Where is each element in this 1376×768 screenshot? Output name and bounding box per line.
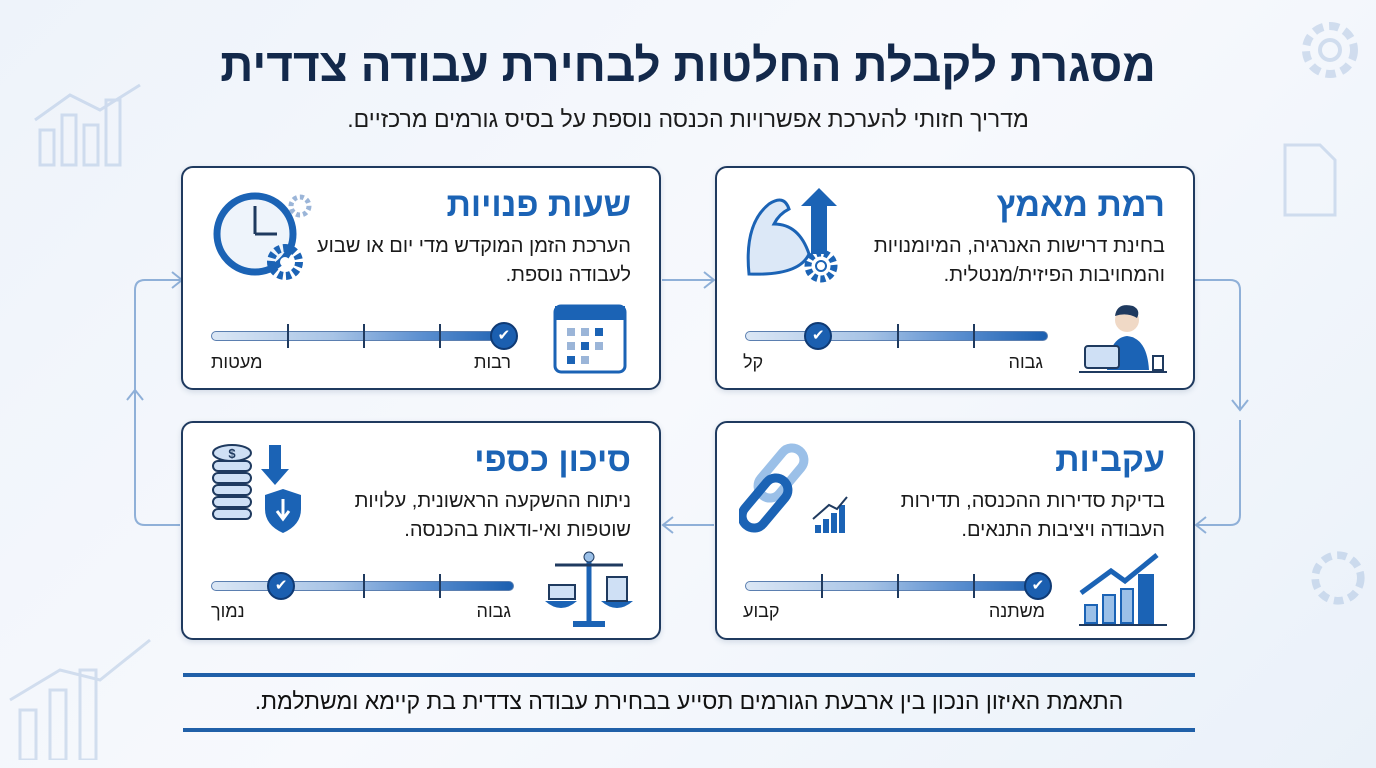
background-gear-icon: [1302, 22, 1358, 78]
footer-text: התאמת האיזון הנכון בין ארבעת הגורמים תסי…: [254, 688, 1124, 714]
card-effort-level: רמת מאמץ בחינת דרישות האנרגיה, המיומנויו…: [715, 166, 1195, 390]
coins-shield-icon: $: [212, 444, 301, 533]
scale-tick: [973, 324, 975, 348]
flexed-arm-gear-arrow-icon: [746, 188, 838, 283]
background-document-icon: [1283, 143, 1337, 217]
scale-label-right: משתנה: [988, 601, 1045, 621]
checkmark-marker-icon: ✔: [1023, 572, 1052, 600]
growth-chart-icon: [1079, 553, 1167, 626]
scale-tick: [363, 574, 365, 598]
calendar-icon: [553, 304, 627, 374]
scale-tick: [897, 574, 899, 598]
card-consistency: עקביות בדיקת סדירות ההכנסה, תדירות העבוד…: [715, 421, 1195, 640]
consistency-slider: ✔: [745, 572, 1052, 600]
card-financial-risk: סיכון כספי ניתוח ההשקעה הראשונית, עלויות…: [181, 421, 661, 640]
background-chart-icon: [34, 83, 141, 167]
card-description: הערכת הזמן המוקדש מדי יום או שבוע לעבודה…: [317, 235, 631, 286]
scale-tick: [439, 574, 441, 598]
card-description: בחינת דרישות האנרגיה, המיומנויות והמחויב…: [873, 235, 1165, 286]
clock-gear-icon: [213, 192, 312, 280]
card-title: שעות פנויות: [446, 186, 631, 224]
scale-tick: [363, 324, 365, 348]
effort-level-slider: ✔: [745, 322, 1048, 350]
financial-risk-slider: ✔: [211, 572, 514, 600]
card-free-hours: שעות פנויות הערכת הזמן המוקדש מדי יום או…: [181, 166, 661, 390]
scale-label-right: גבוה: [1008, 352, 1043, 372]
scale-tick: [897, 324, 899, 348]
balance-scale-icon: [545, 551, 633, 627]
scale-label-left: נמוך: [211, 601, 245, 621]
checkmark-marker-icon: ✔: [489, 322, 518, 350]
background-gear-icon: [1311, 551, 1365, 605]
checkmark-marker-icon: ✔: [267, 572, 296, 600]
card-title: רמת מאמץ: [996, 186, 1165, 224]
checkmark-marker-icon: ✔: [804, 322, 833, 350]
flow-arrow-up: [134, 279, 180, 526]
card-description: ניתוח ההשקעה הראשונית, עלויות שוטפות ואי…: [354, 490, 631, 541]
scale-tick: [821, 574, 823, 598]
scale-tick: [439, 324, 441, 348]
background-chart-icon: [9, 638, 151, 760]
footer-divider-bottom: [183, 728, 1195, 732]
free-hours-slider: ✔: [211, 322, 518, 350]
scale-label-left: קבוע: [743, 601, 780, 621]
scale-tick: [287, 324, 289, 348]
flow-arrow-right: [1194, 279, 1241, 410]
person-laptop-icon: [1079, 305, 1167, 373]
card-title: סיכון כספי: [474, 441, 631, 479]
scale-label-left: מעטות: [211, 352, 263, 372]
svg-text:$: $: [228, 446, 236, 461]
scale-tick: [973, 574, 975, 598]
chain-link-chart-icon: [739, 443, 848, 533]
card-title: עקביות: [1055, 441, 1165, 479]
card-description: בדיקת סדירות ההכנסה, תדירות העבודה ויציב…: [900, 490, 1165, 541]
flow-arrow-down-left: [1196, 420, 1241, 526]
scale-label-right: גבוה: [476, 601, 511, 621]
scale-label-left: קל: [743, 352, 764, 372]
page-subtitle: מדריך חזותי להערכת אפשרויות הכנסה נוספת …: [347, 106, 1029, 132]
page-title: מסגרת לקבלת החלטות לבחירת עבודה צדדית: [220, 39, 1156, 91]
scale-label-right: רבות: [474, 352, 511, 372]
footer-divider-top: [183, 673, 1195, 677]
